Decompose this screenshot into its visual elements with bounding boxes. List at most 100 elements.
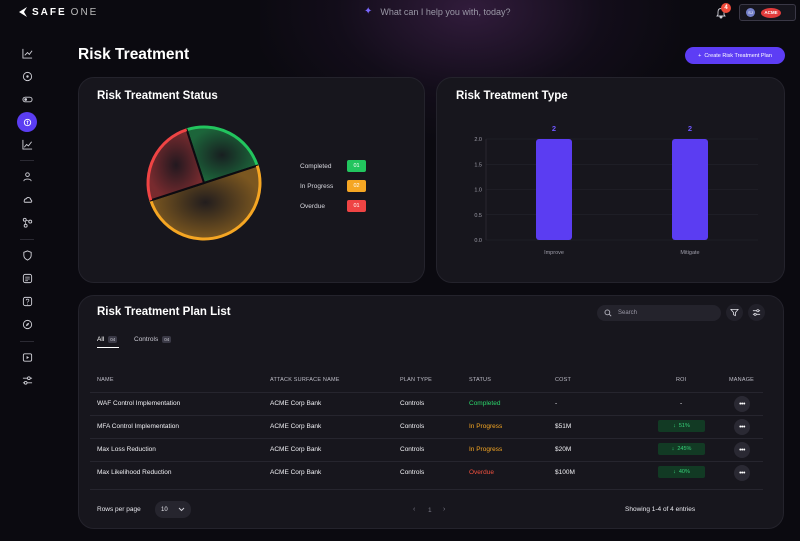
status-legend: Completed 01 In Progress 02 Overdue 01 <box>300 156 366 216</box>
org-logo: ACME <box>761 7 781 18</box>
risk-icon[interactable] <box>17 112 37 132</box>
search-icon <box>604 309 612 317</box>
tab-count: 04 <box>162 336 172 343</box>
column-header-name[interactable]: NAME <box>97 377 114 383</box>
legend-value: 01 <box>347 160 366 172</box>
roi-value: 51% <box>678 423 690 429</box>
column-header-status[interactable]: STATUS <box>469 377 492 383</box>
prev-page-icon[interactable]: ‹ <box>413 506 416 513</box>
row-surface: ACME Corp Bank <box>270 469 322 476</box>
legend-label: In Progress <box>300 182 334 190</box>
pie-arc <box>149 165 262 241</box>
compass-icon[interactable] <box>20 317 34 331</box>
filter-button[interactable] <box>726 304 743 321</box>
roi-value: 245% <box>677 446 692 452</box>
tab-all[interactable]: All 04 <box>97 336 118 343</box>
rows-per-page-label: Rows per page <box>97 506 141 513</box>
plan-list-title: Risk Treatment Plan List <box>97 306 231 318</box>
bar-data-label: 2 <box>688 124 692 133</box>
toggle-icon[interactable] <box>20 92 34 106</box>
sliders-icon <box>752 309 761 316</box>
roi-badge: ↓ 245% <box>658 443 705 455</box>
row-status: In Progress <box>469 423 503 430</box>
account-switcher[interactable]: SJ ACME <box>739 4 796 21</box>
target-icon[interactable] <box>20 69 34 83</box>
column-header-roi[interactable]: ROI <box>676 377 687 383</box>
arrow-down-icon: ↓ <box>671 446 675 452</box>
row-surface: ACME Corp Bank <box>270 423 322 430</box>
current-page[interactable]: 1 <box>428 507 432 514</box>
tab-label: Controls <box>134 336 159 343</box>
status-card-title: Risk Treatment Status <box>97 90 218 102</box>
bar-data-label: 2 <box>552 124 556 133</box>
chart-icon[interactable] <box>20 46 34 60</box>
column-settings-button[interactable] <box>748 304 765 321</box>
video-icon[interactable] <box>20 350 34 364</box>
row-name[interactable]: WAF Control Implementation <box>97 400 181 407</box>
row-name[interactable]: Max Loss Reduction <box>97 446 156 453</box>
manage-button[interactable]: ••• <box>734 465 750 481</box>
sparkle-icon: ✦ <box>364 6 373 17</box>
row-name[interactable]: MFA Control Implementation <box>97 423 180 430</box>
legend-item-in-progress: In Progress 02 <box>300 176 366 196</box>
plus-icon: + <box>698 52 702 59</box>
row-name[interactable]: Max Likelihood Reduction <box>97 469 172 476</box>
trend-icon[interactable] <box>20 137 34 151</box>
y-tick-label: 2.0 <box>474 137 482 143</box>
list-icon[interactable] <box>20 271 34 285</box>
row-divider <box>90 438 763 439</box>
tab-count: 04 <box>108 336 118 343</box>
sidebar-divider <box>20 160 34 161</box>
manage-button[interactable]: ••• <box>734 442 750 458</box>
search-input[interactable]: Search <box>597 305 721 321</box>
column-header-manage: MANAGE <box>729 377 755 383</box>
question-icon[interactable] <box>20 294 34 308</box>
row-surface: ACME Corp Bank <box>270 446 322 453</box>
manage-button[interactable]: ••• <box>734 396 750 412</box>
roi-badge: ↓ 51% <box>658 420 705 432</box>
row-cost: $100M <box>555 469 575 476</box>
x-tick-label: Mitigate <box>680 250 699 256</box>
shield-icon[interactable] <box>20 248 34 262</box>
active-tab-indicator <box>97 347 119 348</box>
row-cost: $51M <box>555 423 572 430</box>
user-icon[interactable] <box>20 169 34 183</box>
bar-improve <box>536 139 572 240</box>
column-header-plan-type[interactable]: PLAN TYPE <box>400 377 432 383</box>
y-tick-label: 1.5 <box>474 162 482 168</box>
column-header-cost[interactable]: COST <box>555 377 572 383</box>
plan-list-card <box>78 295 784 529</box>
status-pie-chart <box>146 125 262 241</box>
row-plan-type: Controls <box>400 400 425 407</box>
rows-per-page-value: 10 <box>161 506 168 513</box>
page-title: Risk Treatment <box>78 46 190 63</box>
next-page-icon[interactable]: › <box>443 506 446 513</box>
manage-button[interactable]: ••• <box>734 419 750 435</box>
sliders-icon[interactable] <box>20 373 34 387</box>
brand-secondary: ONE <box>70 6 99 18</box>
cloud-icon[interactable] <box>20 192 34 206</box>
row-divider <box>90 489 763 490</box>
row-plan-type: Controls <box>400 469 425 476</box>
logo-mark-icon <box>19 7 27 17</box>
type-bar-chart: 0.0 0.5 1.0 1.5 2.0 2 Improve 2 Mitigate <box>474 124 758 256</box>
row-status: In Progress <box>469 446 503 453</box>
column-header-surface[interactable]: ATTACK SURFACE NAME <box>270 377 340 383</box>
type-card <box>436 77 785 283</box>
assistant-input[interactable]: ✦ What can I help you with, today? <box>364 6 510 17</box>
row-status: Overdue <box>469 469 494 476</box>
app-logo[interactable]: SAFE ONE <box>18 6 98 18</box>
type-card-title: Risk Treatment Type <box>456 90 568 102</box>
row-cost: $20M <box>555 446 572 453</box>
row-status: Completed <box>469 400 501 407</box>
legend-value: 02 <box>347 180 366 192</box>
rows-per-page-select[interactable]: 10 <box>155 501 191 518</box>
nodes-icon[interactable] <box>20 215 34 229</box>
row-cost: - <box>555 400 558 407</box>
tab-controls[interactable]: Controls 04 <box>134 336 172 343</box>
create-plan-button[interactable]: + Create Risk Treatment Plan <box>685 47 785 64</box>
entries-summary: Showing 1-4 of 4 entries <box>625 506 696 513</box>
row-divider <box>90 461 763 462</box>
notification-badge: 4 <box>721 3 731 13</box>
arrow-down-icon: ↓ <box>673 423 676 429</box>
